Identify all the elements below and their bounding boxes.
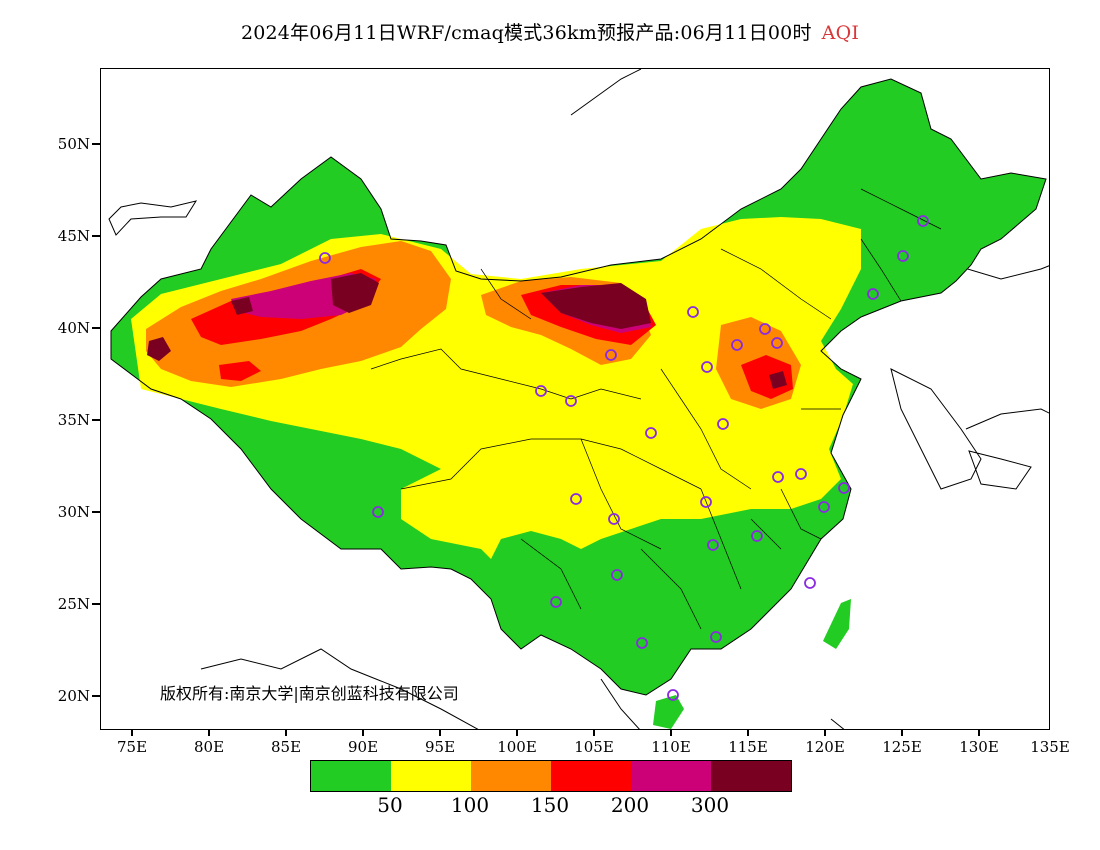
legend-label-300: 300 [690,793,730,817]
legend-label-150: 150 [530,793,570,817]
x-tick [208,730,210,736]
y-tick [92,235,100,237]
map-frame [100,68,1050,730]
x-label-115e: 115E [728,738,768,756]
region-hazardous-maroon-2 [331,273,379,313]
y-label-30n: 30N [57,503,90,521]
x-label-135e: 135E [1030,738,1070,756]
region-hazardous-maroon-3 [147,337,171,361]
legend-label-100: 100 [450,793,490,817]
outline-southeast-asia [200,648,845,729]
x-tick [593,730,595,736]
x-label-105e: 105E [574,738,614,756]
x-tick [285,730,287,736]
y-tick [92,143,100,145]
legend-swatch-good [311,761,391,791]
x-label-100e: 100E [497,738,537,756]
y-tick [92,603,100,605]
y-label-40n: 40N [57,319,90,337]
province-lines [370,188,942,630]
legend-swatch-very-unhealthy [631,761,711,791]
x-label-130e: 130E [959,738,999,756]
x-tick [901,730,903,736]
x-tick [131,730,133,736]
legend-label-50: 50 [377,793,403,817]
legend-swatch-hazardous [711,761,791,791]
title-main: 2024年06月11日WRF/cmaq模式36km预报产品:06月11日00时 [240,22,812,44]
title-accent: AQI [821,22,860,44]
outline-korea-japan [890,265,1049,490]
aqi-legend [310,760,792,792]
station-markers [319,215,929,701]
x-label-85e: 85E [270,738,302,756]
x-tick [747,730,749,736]
outline-neighbors [108,69,642,236]
x-label-80e: 80E [193,738,225,756]
y-label-25n: 25N [57,595,90,613]
y-tick [92,511,100,513]
x-label-75e: 75E [116,738,148,756]
map-title: 2024年06月11日WRF/cmaq模式36km预报产品:06月11日00时 A… [0,18,1100,45]
region-hainan [653,695,684,729]
y-label-20n: 20N [57,687,90,705]
region-unhealthy-red-4 [219,361,261,381]
y-label-35n: 35N [57,411,90,429]
x-tick [670,730,672,736]
x-label-95e: 95E [424,738,456,756]
copyright-text: 版权所有:南京大学|南京创蓝科技有限公司 [160,684,459,703]
x-tick [362,730,364,736]
x-tick [978,730,980,736]
region-hazardous-maroon-5 [769,371,787,389]
region-taiwan [823,599,851,649]
china-border [110,78,1047,696]
y-tick [92,695,100,697]
x-tick [439,730,441,736]
x-label-120e: 120E [805,738,845,756]
y-label-45n: 45N [57,227,90,245]
x-tick [516,730,518,736]
region-unhealthy-red-3 [741,355,793,399]
y-tick [92,419,100,421]
region-hazardous-maroon-4 [231,297,253,315]
legend-swatch-unhealthy [551,761,631,791]
aqi-map [108,69,1049,729]
region-hazardous-maroon [541,283,651,329]
legend-label-200: 200 [610,793,650,817]
x-label-110e: 110E [651,738,691,756]
legend-swatch-usg [471,761,551,791]
x-label-90e: 90E [347,738,379,756]
x-tick [824,730,826,736]
y-label-50n: 50N [57,135,90,153]
y-tick [92,327,100,329]
x-label-125e: 125E [882,738,922,756]
legend-swatch-moderate [391,761,471,791]
